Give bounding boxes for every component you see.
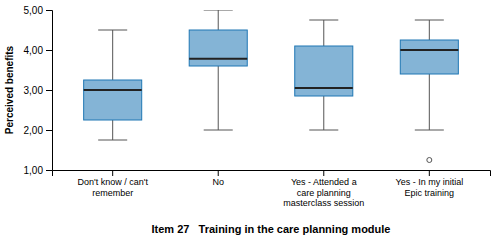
x-tick-label-line: Epic training xyxy=(405,188,455,198)
median xyxy=(295,87,353,89)
y-tick-mark xyxy=(46,170,52,171)
y-tick-mark xyxy=(46,10,52,11)
x-axis-line xyxy=(53,171,491,177)
cap-low xyxy=(98,140,127,141)
x-tick-label-line: masterclass session xyxy=(283,198,364,208)
median xyxy=(400,49,458,51)
x-tick-label: Yes - In my initialEpic training xyxy=(395,177,463,197)
y-tick: 4,00 xyxy=(24,45,52,56)
x-tick-label-line: No xyxy=(212,177,224,187)
y-tick-label: 4,00 xyxy=(24,45,44,56)
whisker-high xyxy=(112,30,113,80)
cap-high xyxy=(309,20,338,21)
x-tick-label-line: care planning xyxy=(297,188,351,198)
y-tick-mark xyxy=(46,50,52,51)
cap-low xyxy=(309,130,338,131)
box xyxy=(84,80,142,120)
whisker-low xyxy=(429,74,430,130)
cap-high xyxy=(204,10,233,11)
y-tick-label: 2,00 xyxy=(24,125,44,136)
x-tick: Yes - Attended acare planningmasterclass… xyxy=(283,170,364,208)
x-axis: Don't know / can'tremember No Yes - Attend… xyxy=(53,170,491,208)
cap-high xyxy=(98,30,127,31)
x-tick-label-line: Don't know / can't xyxy=(77,177,148,187)
y-axis: 1,00 2,00 3,00 4,00 5,00 xyxy=(24,5,53,176)
box-group xyxy=(400,20,458,163)
cap-low xyxy=(204,130,233,131)
flier xyxy=(427,158,432,163)
x-tick: Yes - In my initialEpic training xyxy=(395,170,463,198)
median xyxy=(189,58,247,60)
whisker-high xyxy=(218,10,219,30)
x-axis-title: Item 27 Training in the care planning mo… xyxy=(152,223,391,235)
whisker-low xyxy=(112,120,113,140)
x-tick-mark xyxy=(218,170,219,176)
x-tick: No xyxy=(212,170,224,187)
x-tick-label-line: Yes - Attended a xyxy=(291,177,357,187)
chart-container: 1,00 2,00 3,00 4,00 5,00 Don't know / can'tre… xyxy=(0,0,500,238)
y-axis-title: Perceived benefits xyxy=(4,45,15,134)
x-tick-label-line: Yes - In my initial xyxy=(395,177,463,187)
whisker-low xyxy=(218,66,219,130)
y-tick: 3,00 xyxy=(24,85,52,96)
box xyxy=(295,46,353,96)
box-group xyxy=(84,30,142,140)
x-tick-label-line: remember xyxy=(92,188,133,198)
y-tick: 2,00 xyxy=(24,125,52,136)
y-tick-label: 5,00 xyxy=(24,5,44,16)
y-tick-mark xyxy=(46,90,52,91)
x-tick-label: No xyxy=(212,177,224,187)
boxes xyxy=(84,10,459,163)
box-group xyxy=(295,20,353,130)
box xyxy=(189,30,247,66)
cap-high xyxy=(415,20,444,21)
median xyxy=(84,89,142,91)
whisker-low xyxy=(323,96,324,130)
box-group xyxy=(189,10,247,130)
cap-low xyxy=(415,130,444,131)
chart: 1,00 2,00 3,00 4,00 5,00 Don't know / can'tre… xyxy=(0,0,500,238)
y-tick-mark xyxy=(46,130,52,131)
x-tick-label: Don't know / can'tremember xyxy=(77,177,148,197)
y-axis-line xyxy=(46,11,53,171)
x-tick: Don't know / can'tremember xyxy=(77,170,148,198)
box xyxy=(400,40,458,74)
x-tick-mark xyxy=(112,170,113,176)
y-tick-label: 1,00 xyxy=(24,165,44,176)
y-tick: 5,00 xyxy=(24,5,52,16)
x-tick-mark xyxy=(429,170,430,176)
whisker-high xyxy=(429,20,430,40)
y-tick-label: 3,00 xyxy=(24,85,44,96)
x-tick-label: Yes - Attended acare planningmasterclass… xyxy=(283,177,364,208)
whisker-high xyxy=(323,20,324,46)
x-tick-mark xyxy=(323,170,324,176)
y-tick: 1,00 xyxy=(24,165,52,176)
